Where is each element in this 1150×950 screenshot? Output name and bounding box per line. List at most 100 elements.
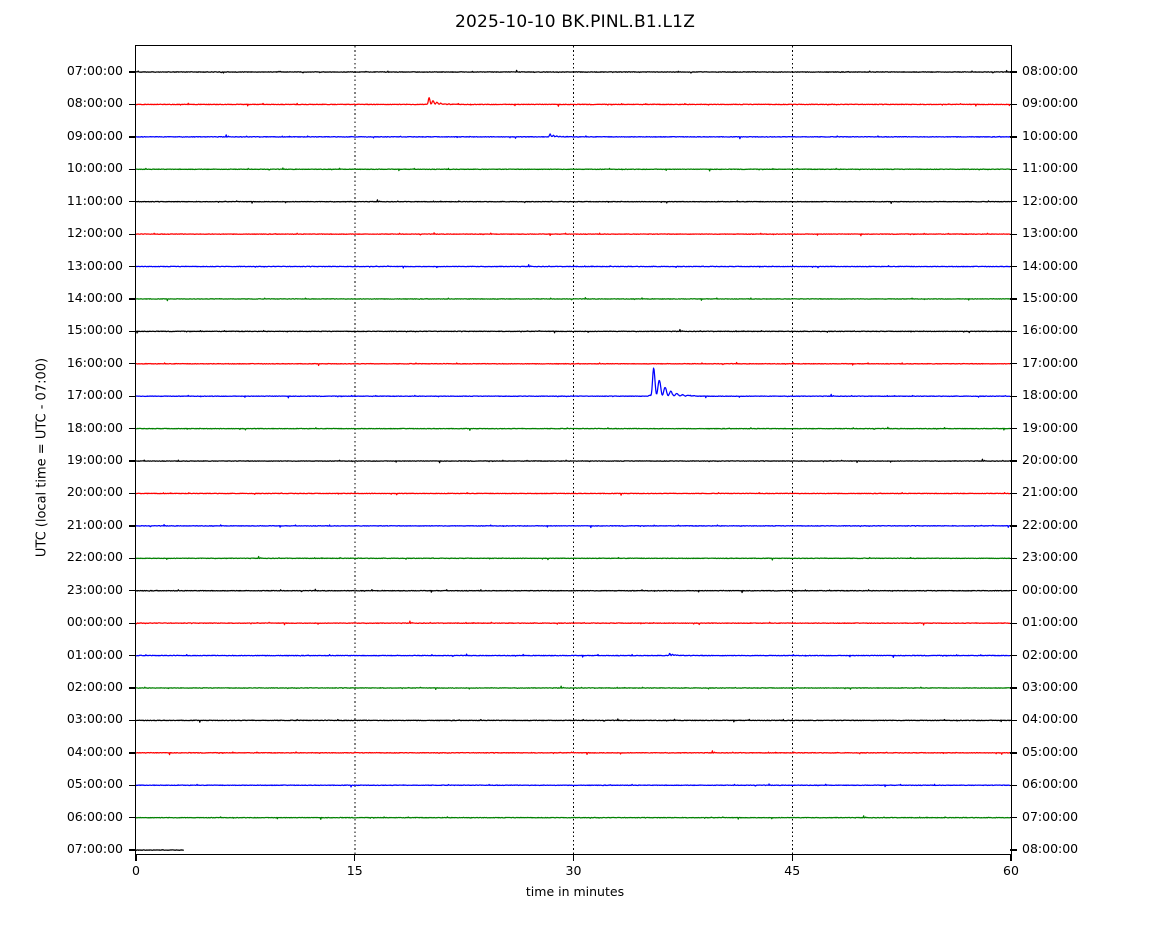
y-axis-label-left: 12:00:00 <box>66 225 123 241</box>
y-tick-right <box>1010 395 1017 397</box>
y-tick-right <box>1010 298 1017 300</box>
y-tick-right <box>1010 233 1017 235</box>
y-axis-label-right: 12:00:00 <box>1022 192 1079 208</box>
y-axis-label-right: 18:00:00 <box>1022 387 1079 403</box>
x-axis-title: time in minutes <box>525 884 625 899</box>
y-tick-right <box>1010 168 1017 170</box>
x-tick <box>1010 854 1012 861</box>
y-tick-left <box>129 752 136 754</box>
y-tick-left <box>129 428 136 430</box>
y-tick-left <box>129 719 136 722</box>
y-axis-label-left: 10:00:00 <box>66 160 123 176</box>
y-axis-label-left: 13:00:00 <box>66 257 123 273</box>
y-tick-left <box>129 687 136 689</box>
y-axis-label-right: 06:00:00 <box>1022 776 1079 792</box>
x-tick <box>354 854 356 861</box>
y-axis-label-right: 04:00:00 <box>1022 711 1079 727</box>
y-tick-left <box>129 784 136 786</box>
y-axis-label-left: 15:00:00 <box>66 322 123 338</box>
y-tick-left <box>129 233 136 235</box>
y-axis-label-left: 20:00:00 <box>66 484 123 500</box>
y-tick-left <box>129 460 136 462</box>
y-axis-label-right: 08:00:00 <box>1022 841 1079 857</box>
y-axis-label-left: 21:00:00 <box>66 516 123 532</box>
y-tick-right <box>1010 719 1017 722</box>
x-axis-tick-label: 0 <box>132 863 140 878</box>
y-axis-label-right: 22:00:00 <box>1022 516 1079 532</box>
y-axis-label-right: 11:00:00 <box>1022 160 1079 176</box>
x-axis-tick-label: 30 <box>565 863 582 878</box>
y-tick-left <box>129 330 136 333</box>
y-axis-label-left: 18:00:00 <box>66 419 123 435</box>
y-axis-label-right: 09:00:00 <box>1022 95 1079 111</box>
y-tick-right <box>1010 428 1017 430</box>
y-axis-label-left: 23:00:00 <box>66 581 123 597</box>
y-tick-right <box>1010 654 1017 657</box>
y-tick-right <box>1010 492 1017 495</box>
y-tick-right <box>1010 557 1017 559</box>
y-axis-label-right: 13:00:00 <box>1022 225 1079 241</box>
y-axis-label-right: 16:00:00 <box>1022 322 1079 338</box>
y-tick-left <box>129 71 136 73</box>
y-tick-right <box>1010 363 1017 365</box>
y-axis-label-left: 07:00:00 <box>66 841 123 857</box>
y-axis-label-left: 22:00:00 <box>66 549 123 565</box>
x-tick <box>791 854 793 861</box>
y-tick-left <box>129 590 136 592</box>
y-axis-label-left: 03:00:00 <box>66 711 123 727</box>
y-axis-label-left: 00:00:00 <box>66 614 123 630</box>
y-tick-left <box>129 849 136 851</box>
y-tick-right <box>1010 265 1017 268</box>
y-tick-right <box>1010 590 1017 592</box>
y-axis-label-right: 01:00:00 <box>1022 614 1079 630</box>
y-tick-right <box>1010 687 1017 689</box>
y-axis-label-left: 17:00:00 <box>66 387 123 403</box>
y-axis-label-left: 11:00:00 <box>66 192 123 208</box>
y-tick-left <box>129 817 136 819</box>
y-tick-left <box>129 363 136 365</box>
y-tick-right <box>1010 752 1017 754</box>
x-axis-tick-label: 15 <box>346 863 363 878</box>
y-tick-left <box>129 525 136 527</box>
y-tick-left <box>129 168 136 170</box>
y-tick-left <box>129 298 136 300</box>
y-tick-right <box>1010 817 1017 819</box>
y-axis-label-right: 17:00:00 <box>1022 354 1079 370</box>
x-tick <box>135 854 137 861</box>
y-axis-label-left: 09:00:00 <box>66 127 123 143</box>
y-axis-label-left: 04:00:00 <box>66 743 123 759</box>
y-tick-right <box>1010 71 1017 73</box>
y-tick-left <box>129 265 136 268</box>
page-title: 2025-10-10 BK.PINL.B1.L1Z <box>454 12 696 32</box>
y-axis-label-right: 02:00:00 <box>1022 646 1079 662</box>
x-axis-tick-label: 60 <box>1003 863 1019 878</box>
x-axis-tick-label: 45 <box>784 863 801 878</box>
y-tick-left <box>129 395 136 397</box>
y-axis-label-right: 19:00:00 <box>1022 419 1079 435</box>
y-tick-right <box>1010 525 1017 527</box>
y-axis-label-right: 07:00:00 <box>1022 808 1079 824</box>
y-tick-right <box>1010 784 1017 786</box>
y-tick-right <box>1010 201 1017 203</box>
y-tick-left <box>129 557 136 559</box>
y-axis-label-right: 21:00:00 <box>1022 484 1079 500</box>
y-axis-label-left: 02:00:00 <box>66 678 123 694</box>
y-tick-right <box>1010 849 1017 851</box>
y-axis-label-right: 05:00:00 <box>1022 743 1079 759</box>
y-tick-right <box>1010 330 1017 333</box>
plot-area <box>135 45 1012 855</box>
y-tick-left <box>129 622 136 624</box>
y-tick-left <box>129 654 136 657</box>
y-tick-left <box>129 136 136 138</box>
y-axis-label-right: 23:00:00 <box>1022 549 1079 565</box>
x-tick <box>572 854 575 861</box>
y-tick-right <box>1010 460 1017 462</box>
y-tick-left <box>129 103 136 106</box>
y-axis-label-left: 19:00:00 <box>66 452 123 468</box>
y-tick-right <box>1010 103 1017 106</box>
y-axis-label-right: 20:00:00 <box>1022 452 1079 468</box>
y-axis-label-right: 14:00:00 <box>1022 257 1079 273</box>
y-axis-label-left: 14:00:00 <box>66 289 123 305</box>
y-tick-left <box>129 492 136 495</box>
